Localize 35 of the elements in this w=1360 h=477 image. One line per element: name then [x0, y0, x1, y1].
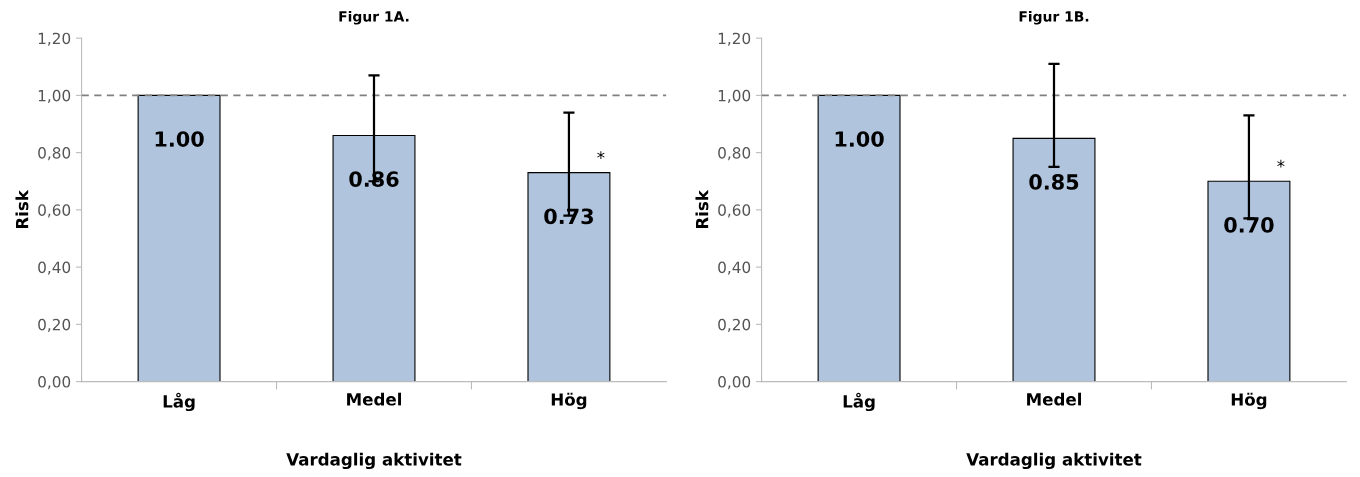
y-tick-label: 1,20: [718, 32, 751, 46]
data-label: 1.00: [835, 131, 884, 147]
y-axis-title: Risk: [695, 189, 709, 229]
y-tick-label: 0,60: [38, 204, 71, 218]
y-tick-label: 0,60: [718, 204, 751, 218]
annotation: *: [597, 151, 605, 159]
x-tick-label: Medel: [347, 392, 402, 406]
bar: [137, 94, 221, 382]
y-tick-label: 0,00: [718, 376, 751, 390]
y-tick-label: 0,40: [38, 261, 71, 275]
bar: [817, 94, 901, 382]
chart-title: Figur 1B.: [1019, 10, 1089, 25]
x-tick-label: Medel: [1027, 392, 1082, 406]
y-tick-label: 1,20: [38, 32, 71, 46]
y-tick-label: 0,20: [38, 318, 71, 332]
y-tick-label: 1,00: [38, 89, 71, 103]
y-tick-label: 0,80: [38, 147, 71, 161]
y-tick-label: 0,00: [38, 376, 71, 390]
annotation: *: [1277, 159, 1285, 168]
y-tick-label: 0,80: [718, 147, 751, 161]
x-tick-label: Hög: [1231, 392, 1267, 410]
data-label: 0.85: [1029, 174, 1079, 190]
x-axis-title: Vardaglig aktivitet: [966, 452, 1142, 470]
y-tick-label: 0,20: [718, 318, 751, 332]
x-tick-label: Låg: [843, 392, 875, 412]
y-axis-title: Risk: [15, 189, 29, 229]
y-tick-label: 0,40: [718, 261, 751, 275]
x-tick-label: Låg: [163, 392, 195, 412]
data-label: 0.70: [1224, 217, 1274, 233]
data-label: 0.73: [544, 208, 593, 225]
x-tick-label: Hög: [551, 392, 587, 410]
x-axis-title: Vardaglig aktivitet: [286, 452, 462, 470]
y-tick-label: 1,00: [718, 89, 751, 103]
data-label: 1.00: [155, 131, 204, 147]
chart-title: Figur 1A.: [339, 10, 409, 25]
